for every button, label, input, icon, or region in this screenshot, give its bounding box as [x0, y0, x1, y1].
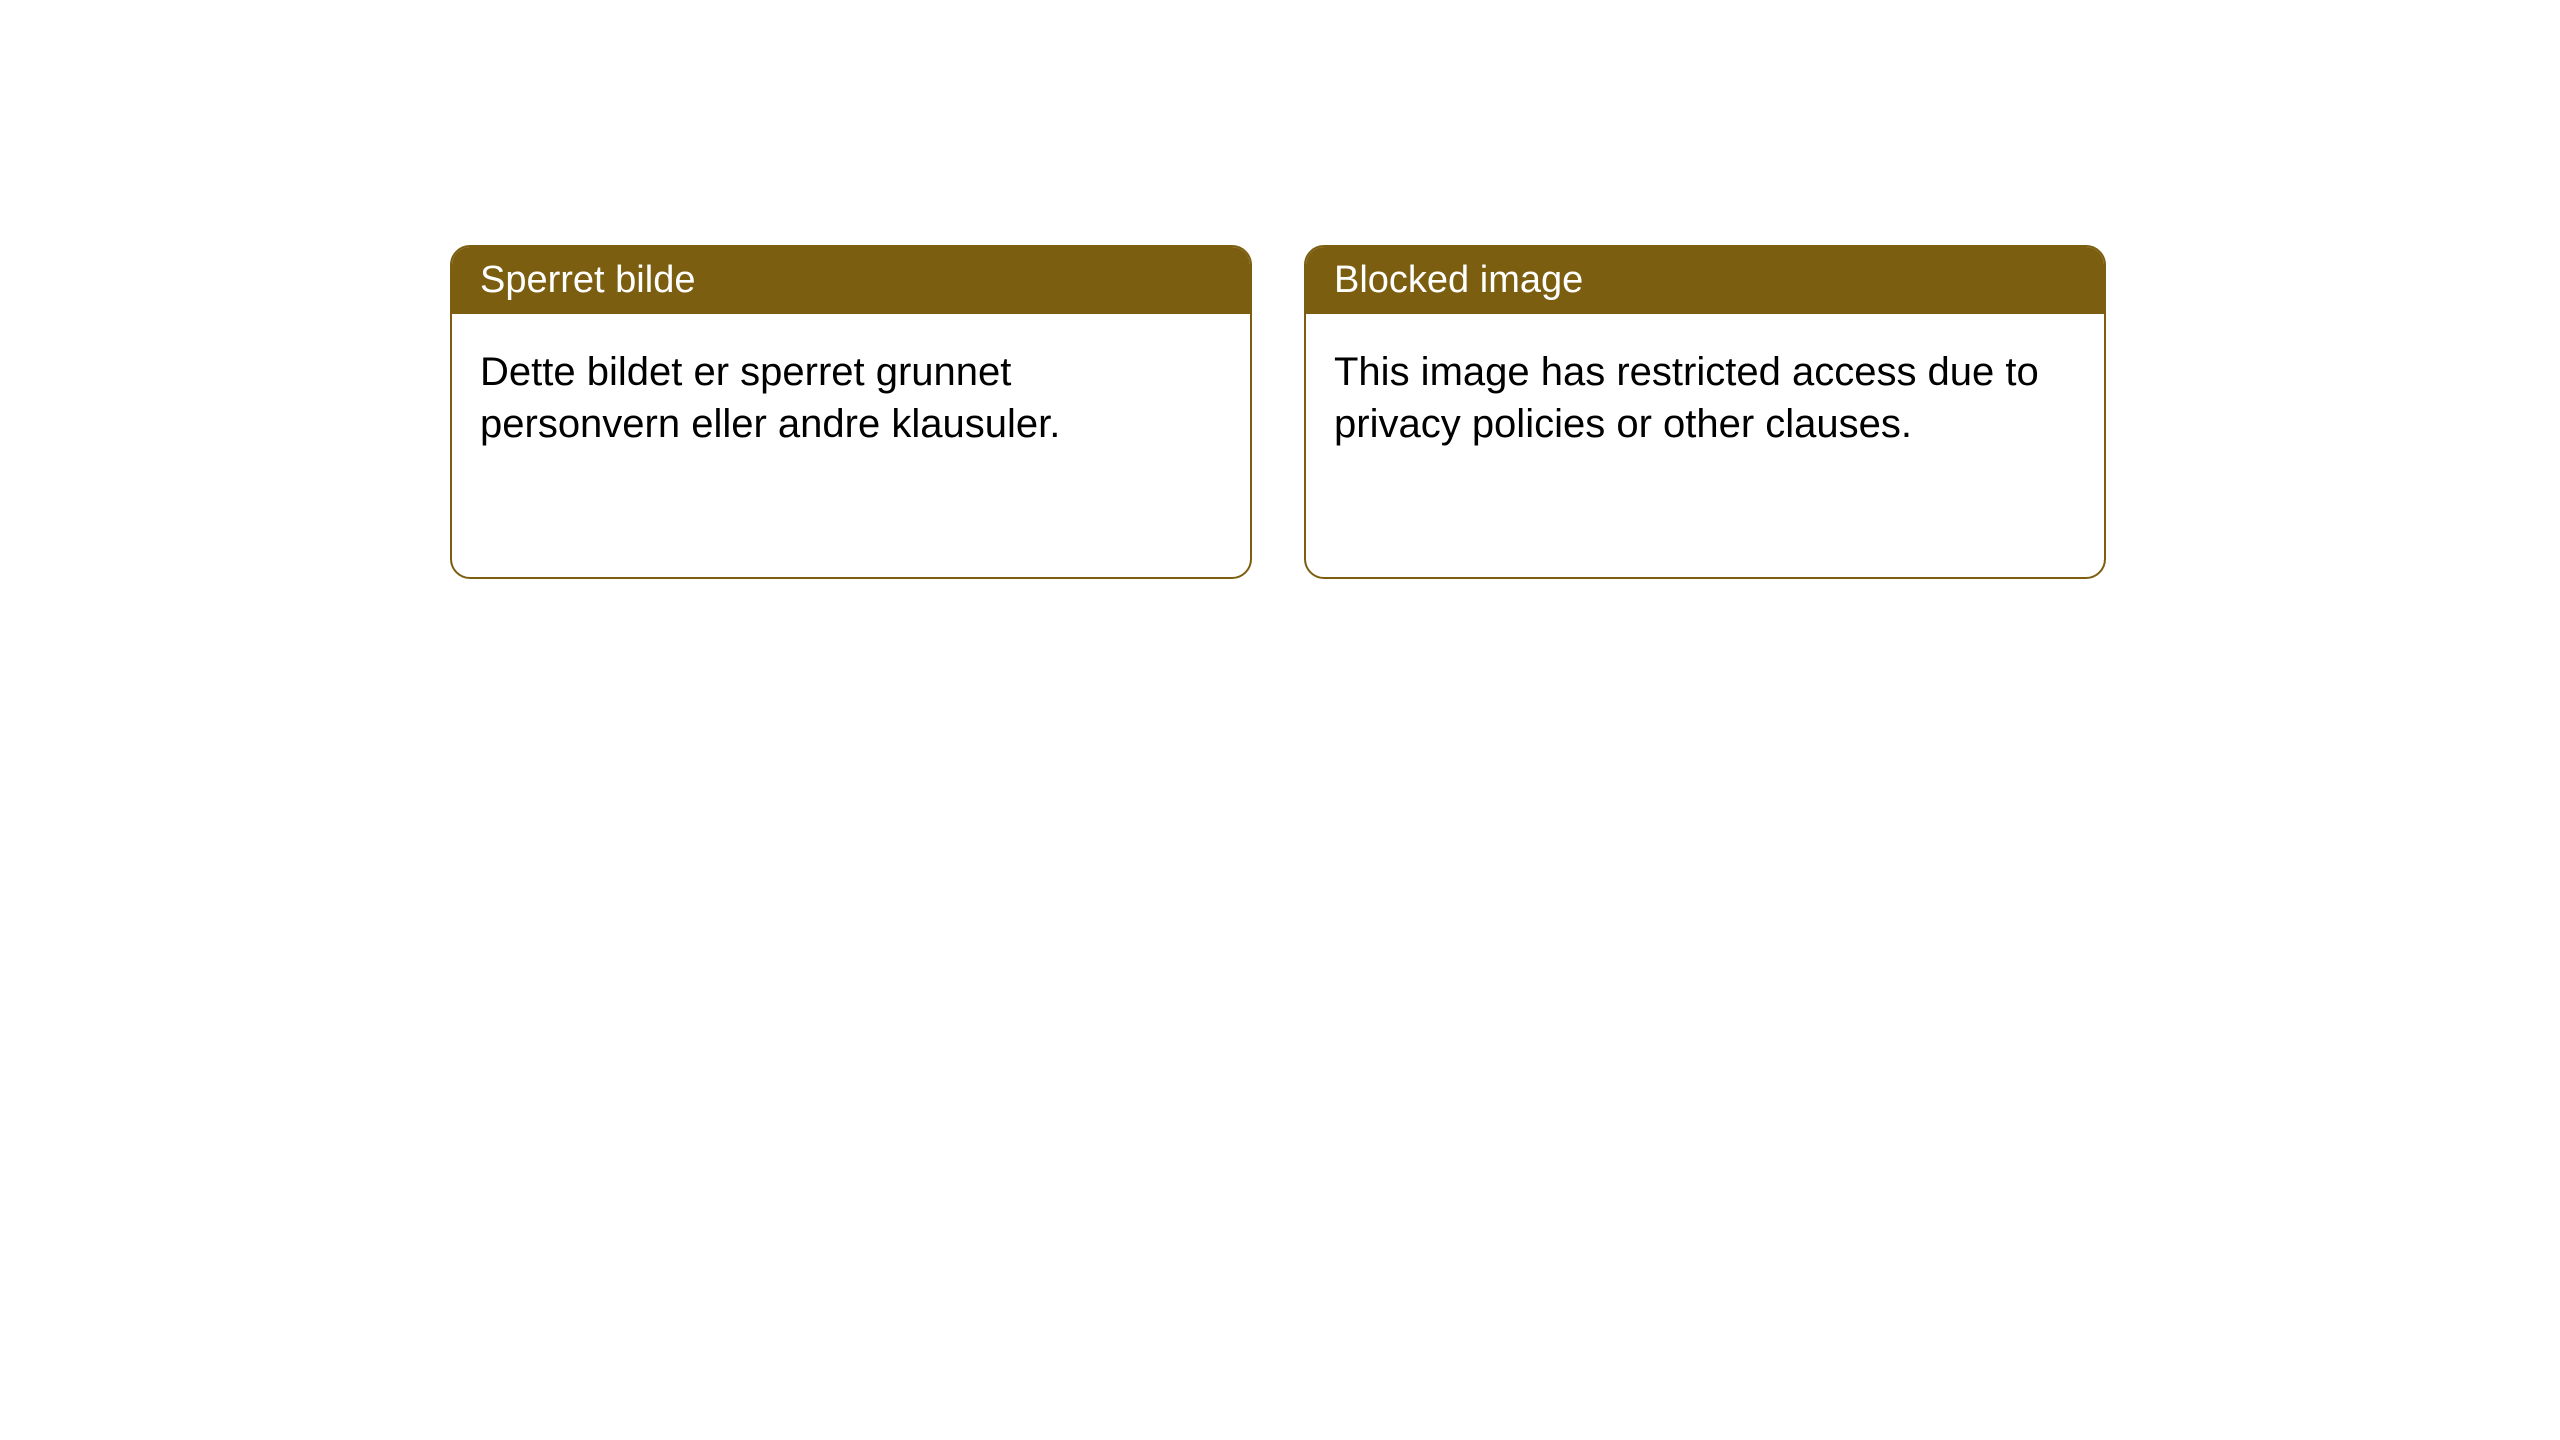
blocked-image-notices: Sperret bilde Dette bildet er sperret gr… — [450, 245, 2106, 579]
english-notice-body: This image has restricted access due to … — [1306, 314, 2104, 482]
norwegian-notice-title: Sperret bilde — [452, 247, 1250, 314]
norwegian-notice-card: Sperret bilde Dette bildet er sperret gr… — [450, 245, 1252, 579]
english-notice-title: Blocked image — [1306, 247, 2104, 314]
english-notice-card: Blocked image This image has restricted … — [1304, 245, 2106, 579]
norwegian-notice-body: Dette bildet er sperret grunnet personve… — [452, 314, 1250, 482]
